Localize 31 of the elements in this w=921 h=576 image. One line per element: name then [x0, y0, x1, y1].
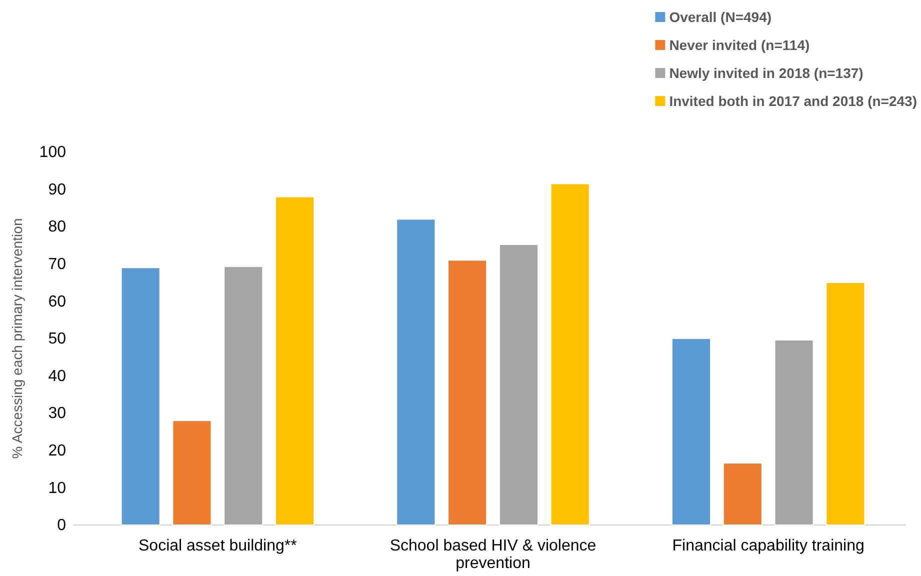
bar: [448, 260, 488, 526]
x-tick-label: Financial capability training: [672, 537, 864, 554]
bar: [722, 462, 762, 526]
bar: [172, 420, 212, 526]
legend-label: Overall (N=494): [669, 9, 772, 25]
y-tick-label: 10: [48, 480, 66, 497]
y-tick-label: 90: [48, 181, 66, 198]
bar: [274, 196, 315, 526]
x-tick-label: School based HIV & violence prevention: [390, 537, 596, 572]
bar: [120, 267, 160, 526]
y-tick-label: 30: [48, 405, 66, 422]
legend-label: Newly invited in 2018 (n=137): [669, 65, 864, 81]
bar: [396, 218, 436, 526]
y-axis-title: % Accessing each primary intervention: [9, 218, 25, 459]
y-tick-label: 70: [48, 256, 66, 274]
y-tick-label: 0: [57, 517, 66, 534]
y-tick-label: 40: [48, 368, 66, 385]
bar: [550, 183, 590, 526]
y-tick-label: 100: [39, 144, 66, 162]
bar: [826, 282, 866, 526]
bar: [774, 339, 814, 526]
bar: [498, 244, 538, 526]
legend-label: Never invited (n=114): [669, 37, 810, 53]
y-tick-label: 50: [48, 330, 66, 348]
bar: [224, 266, 264, 526]
y-tick-label: 60: [48, 293, 66, 310]
bar: [671, 338, 712, 526]
x-tick-label: Social asset building**: [138, 537, 297, 554]
legend-label: Invited both in 2017 and 2018 (n=243): [669, 93, 917, 109]
y-tick-label: 20: [48, 442, 66, 460]
y-tick-label: 80: [48, 218, 66, 236]
